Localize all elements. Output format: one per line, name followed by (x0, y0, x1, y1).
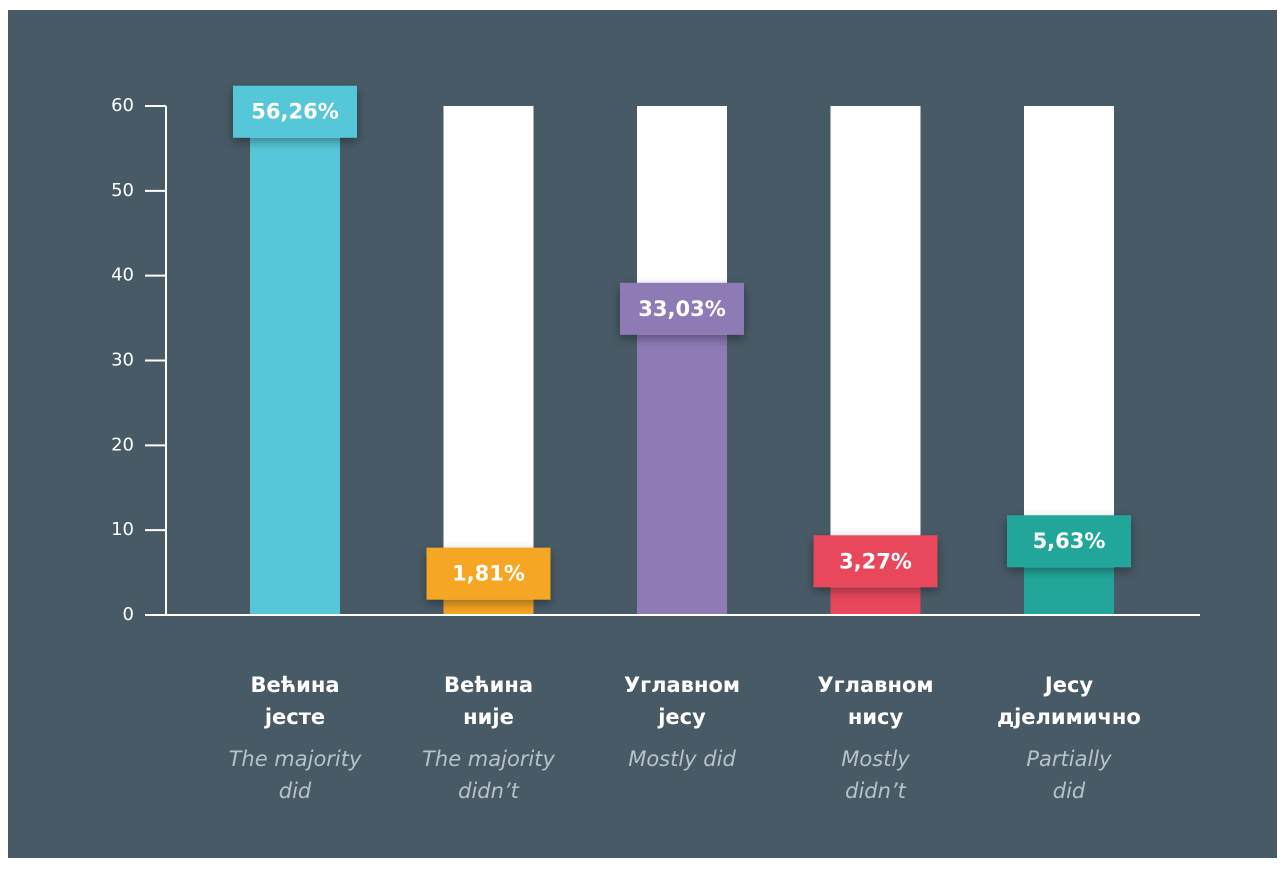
category-label: Већина (444, 673, 533, 697)
value-label-box (233, 85, 357, 138)
bar-track (443, 106, 534, 615)
category-label: Већина (250, 673, 339, 697)
category-label: нису (848, 705, 904, 729)
value-label-box (620, 282, 744, 335)
category-label: јесте (264, 705, 325, 729)
category-translation: did (279, 779, 312, 803)
bar-layer (250, 137, 1114, 615)
label-layer: 56,26% Већина јесте The majority did 1,81% Већ… (229, 85, 1141, 803)
y-tick-label: 30 (111, 350, 134, 371)
value-label: 33,03% (638, 297, 725, 321)
category-translation: didn’t (458, 779, 519, 803)
value-label-box (1007, 515, 1131, 568)
bar-track (830, 106, 921, 615)
bar (443, 599, 534, 615)
bar (1024, 567, 1114, 615)
y-tick-label: 40 (111, 265, 134, 286)
category-translation: Mostly (841, 747, 910, 771)
y-tick-label: 50 (111, 180, 134, 201)
category-label: јесу (657, 705, 706, 729)
category-translation: didn’t (845, 779, 906, 803)
category-translation: Mostly did (628, 747, 736, 771)
value-label-box (426, 547, 551, 600)
category-label: дјелимично (997, 705, 1141, 729)
y-tick-label: 10 (111, 519, 134, 540)
value-label-box (813, 535, 938, 588)
category-label: Јесу (1043, 673, 1094, 697)
value-label: 3,27% (839, 549, 912, 573)
y-tick-label: 20 (111, 434, 134, 455)
value-label: 1,81% (452, 562, 525, 586)
category-translation: did (1053, 779, 1086, 803)
bar (250, 137, 340, 615)
bar (830, 587, 921, 615)
category-label: Углавном (817, 673, 933, 697)
axis-layer: 0 10 20 30 40 50 60 (111, 95, 1200, 625)
bar (637, 334, 727, 615)
category-translation: The majority (229, 747, 362, 771)
y-tick-label: 60 (111, 95, 134, 116)
value-label: 5,63% (1033, 529, 1106, 553)
category-translation: The majority (422, 747, 555, 771)
category-translation: Partially (1026, 747, 1112, 771)
category-label: Углавном (624, 673, 740, 697)
value-label: 56,26% (251, 100, 338, 124)
y-tick-label: 0 (123, 604, 134, 625)
category-label: није (463, 705, 514, 729)
